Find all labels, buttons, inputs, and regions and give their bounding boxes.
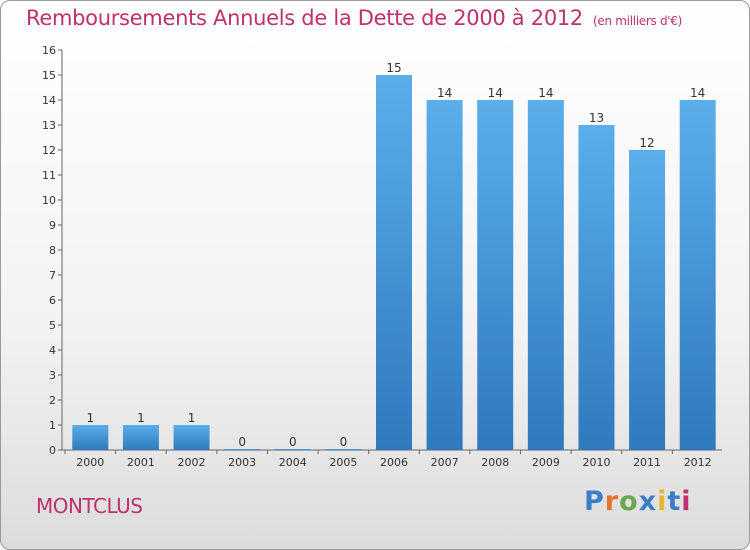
data-label: 0 — [289, 435, 297, 449]
y-tick-label: 14 — [42, 94, 56, 107]
bar — [477, 100, 514, 450]
y-tick-label: 10 — [42, 194, 56, 207]
bar — [578, 125, 615, 450]
x-tick-label: 2005 — [329, 456, 357, 469]
x-tick-label: 2007 — [431, 456, 459, 469]
x-tick-label: 2000 — [76, 456, 104, 469]
bar — [679, 100, 716, 450]
y-tick-label: 13 — [42, 119, 56, 132]
x-tick-label: 2008 — [481, 456, 509, 469]
y-tick-label: 7 — [49, 269, 56, 282]
x-tick-label: 2010 — [582, 456, 610, 469]
city-name: MONTCLUS — [36, 494, 143, 518]
y-tick-label: 2 — [49, 394, 56, 407]
y-tick-label: 5 — [49, 319, 56, 332]
logo-letter: r — [604, 486, 620, 517]
proxiti-logo: Proxiti — [584, 486, 692, 517]
x-tick-label: 2006 — [380, 456, 408, 469]
data-label: 14 — [538, 86, 553, 100]
x-tick-label: 2002 — [178, 456, 206, 469]
y-tick-label: 12 — [42, 144, 56, 157]
data-label: 14 — [437, 86, 452, 100]
bar — [274, 449, 311, 450]
data-label: 0 — [340, 435, 348, 449]
x-tick-label: 2001 — [127, 456, 155, 469]
data-label: 13 — [589, 111, 604, 125]
logo-letter: i — [681, 486, 692, 517]
logo-letter: x — [638, 486, 658, 517]
y-tick-label: 11 — [42, 169, 56, 182]
bars-group: 1 1 1 0 0 0 15 14 14 14 13 12 14 — [72, 61, 716, 450]
bar — [72, 425, 109, 450]
x-tick-label: 2012 — [684, 456, 712, 469]
x-tick-label: 2011 — [633, 456, 661, 469]
logo-letter: o — [619, 486, 639, 517]
data-label: 1 — [86, 411, 94, 425]
data-label: 1 — [137, 411, 145, 425]
bar — [122, 425, 159, 450]
bar — [325, 449, 362, 450]
y-tick-label: 15 — [42, 69, 56, 82]
y-tick-label: 1 — [49, 419, 56, 432]
y-tick-label: 16 — [42, 44, 56, 57]
data-label: 0 — [238, 435, 246, 449]
data-label: 14 — [488, 86, 503, 100]
title-text: Remboursements Annuels de la Dette de 20… — [26, 6, 583, 30]
x-tick-label: 2003 — [228, 456, 256, 469]
bar — [426, 100, 463, 450]
x-tick-label: 2004 — [279, 456, 307, 469]
bar — [376, 75, 412, 450]
y-tick-label: 3 — [49, 369, 56, 382]
bar — [629, 150, 666, 450]
y-tick-label: 0 — [49, 444, 56, 457]
data-label: 12 — [639, 136, 654, 150]
y-tick-label: 4 — [49, 344, 56, 357]
bar — [173, 425, 210, 450]
y-tick-label: 9 — [49, 219, 56, 232]
logo-letter: i — [657, 486, 668, 517]
y-tick-label: 6 — [49, 294, 56, 307]
chart-title: Remboursements Annuels de la Dette de 20… — [26, 6, 682, 30]
data-label: 14 — [690, 86, 705, 100]
data-label: 1 — [188, 411, 196, 425]
data-label: 15 — [386, 61, 401, 75]
logo-letter: P — [584, 486, 605, 517]
x-tick-label: 2009 — [532, 456, 560, 469]
bar — [224, 449, 261, 450]
unit-label: (en milliers d'€) — [593, 14, 683, 28]
y-tick-label: 8 — [49, 244, 56, 257]
logo-letter: t — [667, 486, 682, 517]
bar — [527, 100, 564, 450]
